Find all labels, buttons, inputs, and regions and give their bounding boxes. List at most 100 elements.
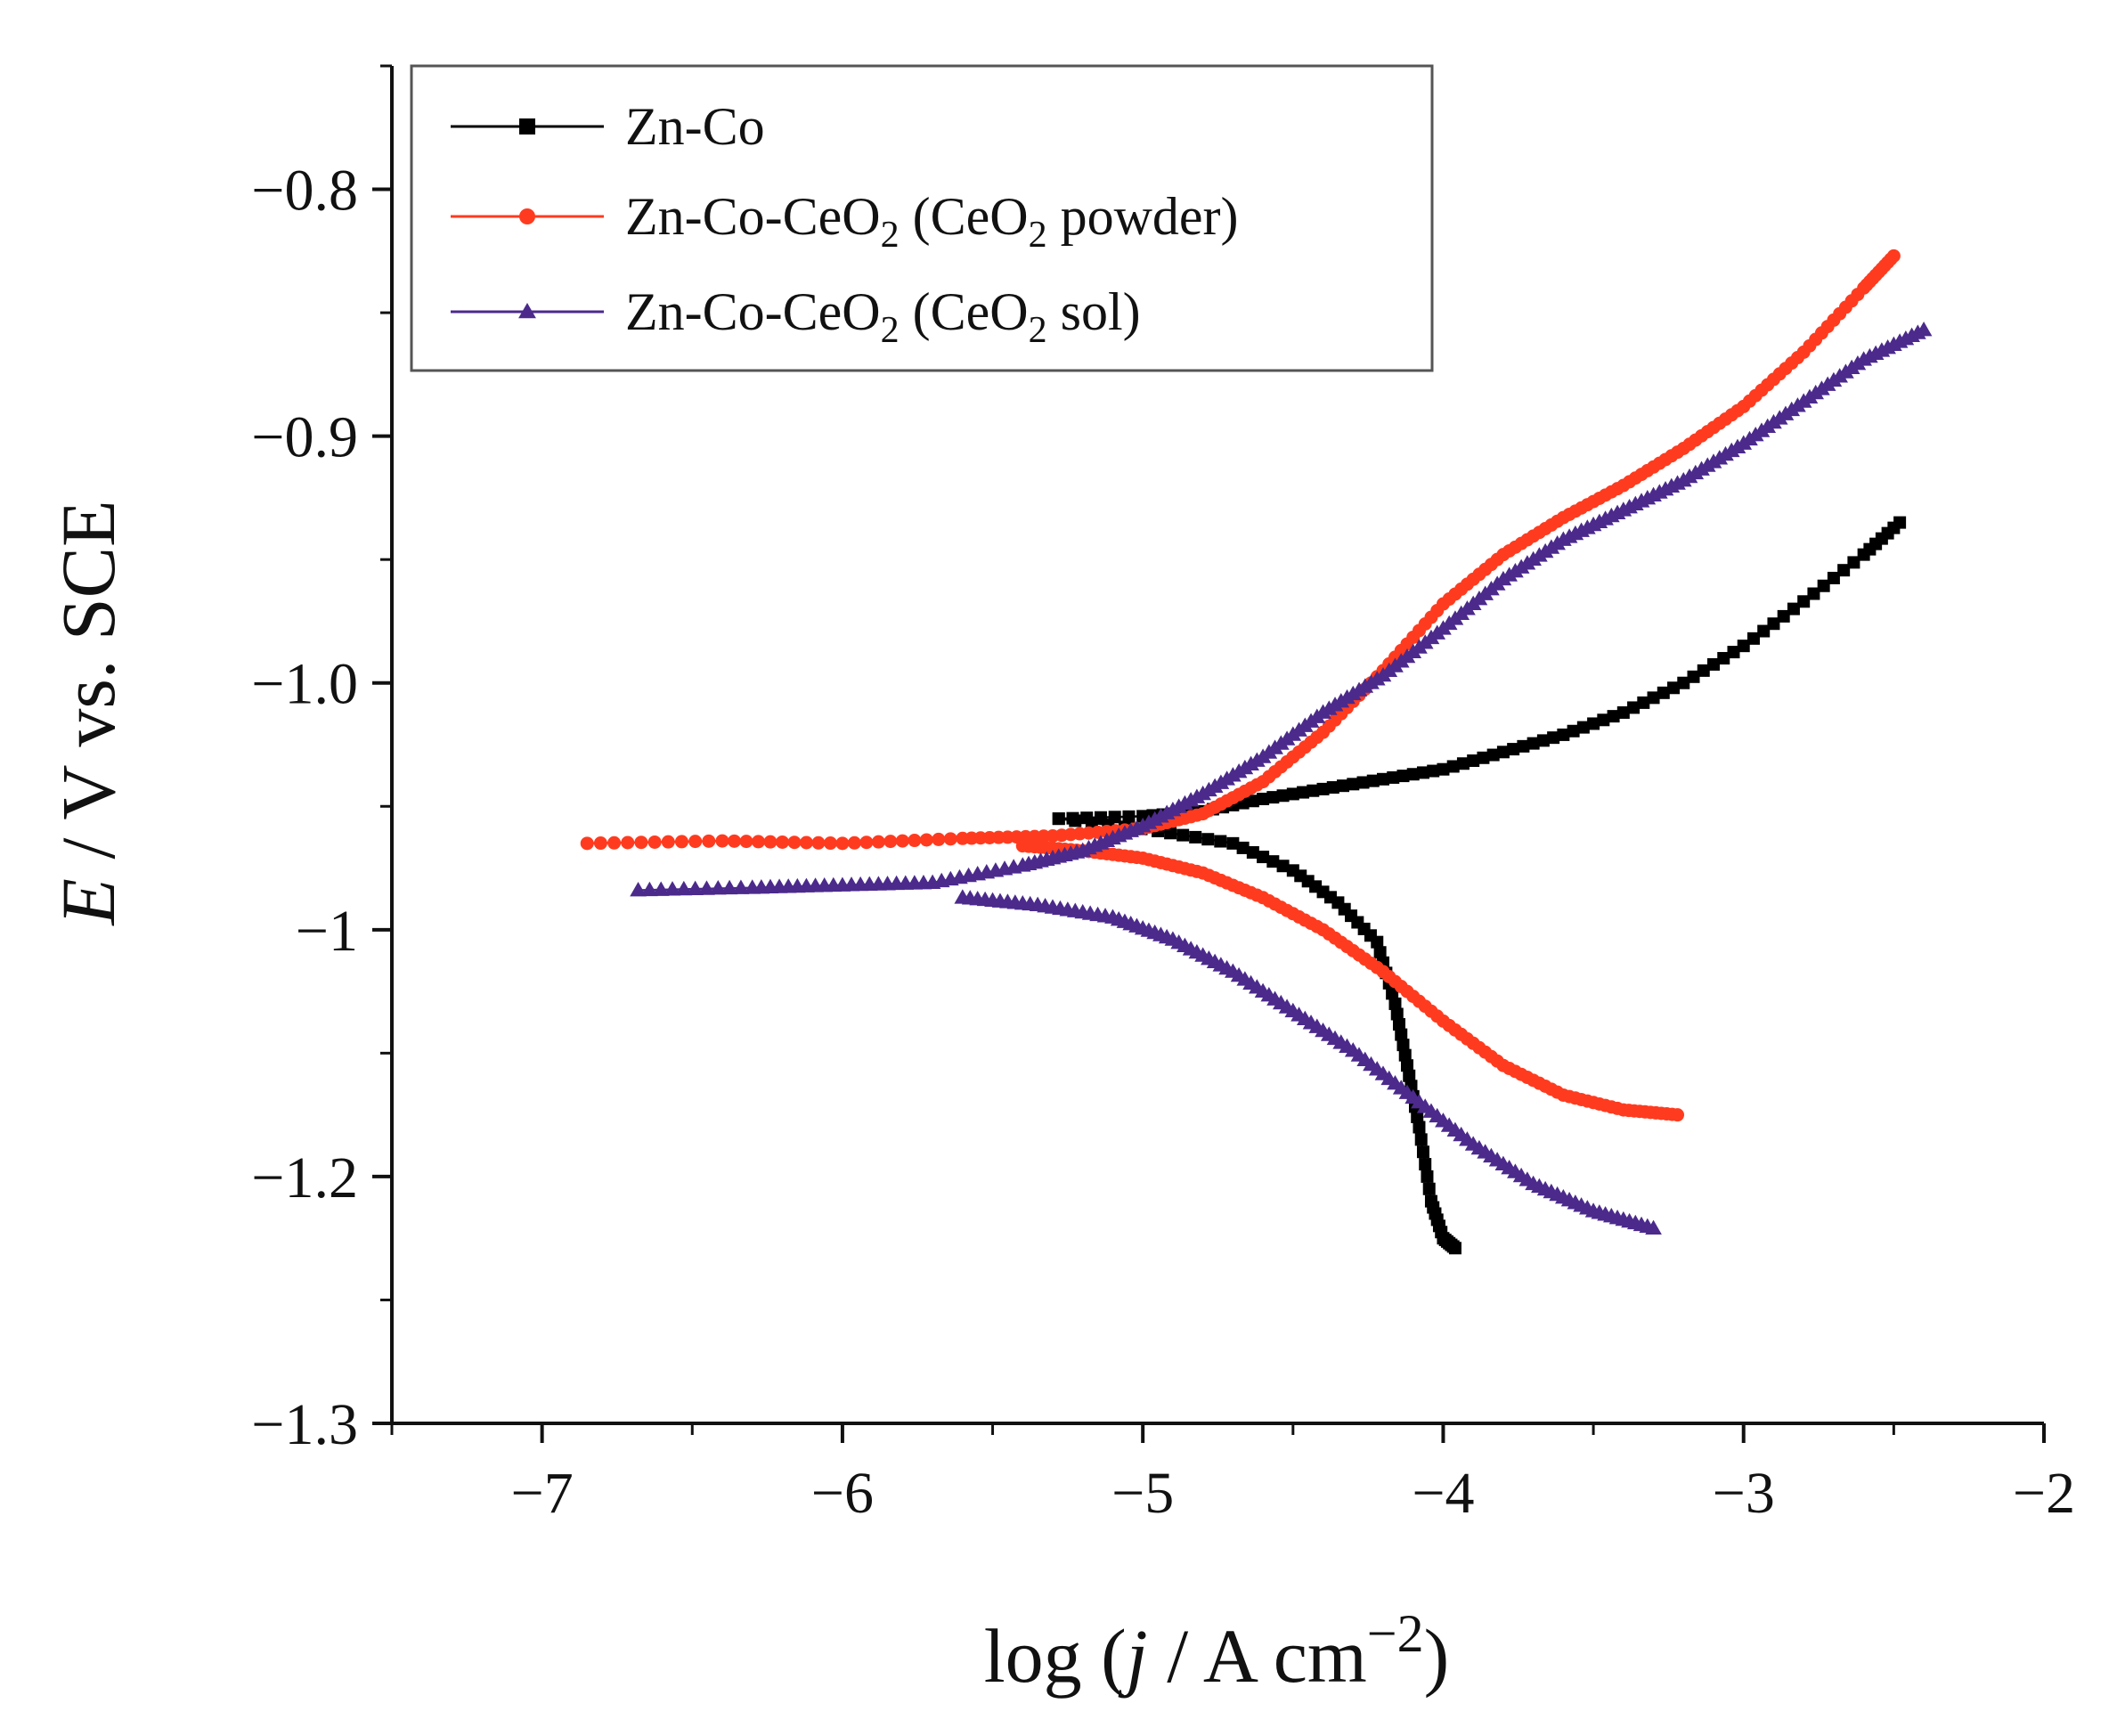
series-1-point	[1266, 791, 1280, 804]
legend-swatch-marker	[518, 302, 536, 319]
series-1-point	[1797, 595, 1811, 608]
series-1-point	[1371, 935, 1384, 949]
series-1-point	[1286, 787, 1299, 801]
series-2-point	[943, 832, 957, 846]
series-1-point	[1893, 516, 1907, 529]
legend-entry-3: Zn-Co-CeO2 (CeO2 sol)	[451, 282, 1141, 351]
y-tick-label: −1.2	[251, 1145, 358, 1210]
series-1-point	[1176, 828, 1190, 842]
series-1-point	[1246, 795, 1259, 808]
x-tick-label: −5	[1111, 1461, 1174, 1526]
series-1-point	[1746, 632, 1760, 645]
series-1-point	[1307, 784, 1320, 797]
series-3-point	[1645, 1219, 1662, 1235]
series-1-point	[1388, 997, 1402, 1010]
series-1-point	[1356, 776, 1370, 789]
series-1-point	[1297, 786, 1310, 799]
legend-label-part: powder)	[1047, 187, 1239, 246]
series-2-point	[674, 835, 688, 849]
series-3-cathodic-line	[962, 896, 1654, 1230]
legend-label-part: Zn-Co-CeO	[625, 187, 881, 246]
y-tick-label: −1.3	[251, 1392, 358, 1457]
series-1-point	[1406, 768, 1420, 781]
series-2-point	[883, 835, 898, 849]
series-2-point	[688, 835, 703, 849]
series-1-point	[1395, 1028, 1408, 1041]
series-2-point	[647, 835, 662, 849]
series-1-point	[1236, 841, 1250, 854]
series-2-point	[835, 836, 850, 851]
y-axis-title-italic-e: E	[45, 878, 131, 927]
series-2-point	[775, 835, 789, 849]
series-1-point	[1437, 762, 1450, 776]
legend-label: Zn-Co	[625, 97, 765, 156]
series-2-point	[908, 834, 922, 848]
y-axis-title: E / V vs. SCE	[45, 500, 131, 926]
series-2	[580, 249, 1901, 1122]
series-2-point	[739, 835, 753, 849]
series-2-point	[859, 835, 874, 850]
series-1-point	[1373, 946, 1387, 959]
series-1-point	[1616, 705, 1630, 719]
series-3-point	[698, 880, 715, 895]
series-1-point	[1496, 746, 1510, 759]
x-tick-label: −2	[2013, 1461, 2075, 1526]
series-2-point	[621, 835, 635, 850]
series-1-point	[1396, 770, 1410, 783]
series-1-point	[1717, 652, 1730, 665]
series-1-point	[1266, 855, 1280, 868]
series-3-point	[1915, 322, 1933, 337]
series-1-point	[1507, 743, 1520, 756]
legend-entry-2: Zn-Co-CeO2 (CeO2 powder)	[451, 187, 1239, 256]
series-1-point	[1347, 778, 1360, 791]
series-1-point	[1276, 860, 1290, 873]
series-1-point	[1847, 556, 1860, 569]
series-1-point	[1189, 830, 1202, 844]
series-1-point	[1446, 760, 1460, 773]
axis-titles: log (j / A cm−2) E / V vs. SCE	[45, 500, 1449, 1699]
series-1-point	[1667, 681, 1681, 695]
series-1-point	[1448, 1242, 1461, 1255]
series-2-point	[580, 836, 594, 851]
x-axis-title-part-2: / A cm	[1148, 1613, 1367, 1699]
series-1-point	[1637, 696, 1650, 709]
y-tick-label: −1.0	[251, 652, 358, 717]
series-1-point	[1413, 1121, 1426, 1134]
series-1-point	[1547, 731, 1560, 745]
series-2-point	[763, 835, 778, 849]
series-3-point	[630, 881, 647, 897]
series-1-point	[1627, 701, 1641, 714]
series-1-point	[1403, 1069, 1416, 1082]
series-1-point	[1390, 1007, 1404, 1021]
y-tick-label: −0.8	[251, 159, 358, 224]
series-2-point	[751, 835, 765, 849]
series-1-point	[1257, 792, 1270, 805]
series-1-point	[1707, 657, 1720, 671]
series-3-point	[641, 881, 658, 897]
series-1-point	[1456, 757, 1470, 770]
y-axis-title-part-2: / V vs. SCE	[45, 500, 131, 878]
series-1-point	[1411, 1110, 1424, 1123]
series-1-point	[1757, 624, 1771, 638]
plot-frame	[390, 66, 2044, 1425]
series-2-point	[715, 834, 729, 848]
series-2-point	[702, 834, 716, 848]
series-1-point	[1557, 728, 1570, 741]
series-1-point	[1392, 1018, 1405, 1031]
series-2-point	[634, 835, 648, 850]
series-1-point	[1807, 587, 1820, 600]
series-1-point	[1647, 691, 1660, 705]
series-1-point	[1387, 770, 1400, 784]
series-1-point	[1386, 987, 1399, 1000]
x-tick-label: −4	[1412, 1461, 1474, 1526]
x-axis-title-exponent: −2	[1367, 1604, 1424, 1663]
legend-label-part: (CeO	[900, 187, 1029, 246]
x-axis-title: log (j / A cm−2)	[984, 1604, 1450, 1699]
series-3-point	[664, 881, 681, 896]
series-1-point	[1246, 845, 1259, 859]
series-2-point	[811, 835, 826, 850]
series-1-point	[1416, 766, 1429, 779]
series-3-point	[709, 880, 727, 895]
y-tick-label: −0.9	[251, 405, 358, 470]
